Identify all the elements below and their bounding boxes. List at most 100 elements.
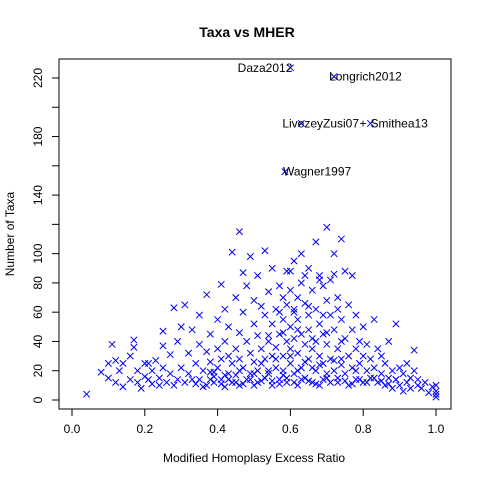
- data-point: [301, 299, 309, 307]
- data-point: [399, 387, 407, 395]
- data-point: [170, 381, 178, 389]
- data-point: [272, 305, 280, 313]
- data-point: [243, 282, 251, 290]
- data-point: [341, 377, 349, 385]
- data-point: [268, 352, 276, 360]
- data-point: [432, 393, 440, 401]
- data-point: [352, 311, 360, 319]
- data-point: [356, 375, 364, 384]
- data-point: [119, 383, 127, 391]
- data-point: [275, 380, 284, 388]
- data-point: [279, 352, 287, 360]
- data-point: [221, 383, 229, 391]
- data-point: [396, 364, 404, 372]
- data-point: [144, 359, 152, 367]
- data-point: [305, 311, 313, 319]
- data-point: [177, 323, 185, 331]
- data-point: [348, 326, 356, 334]
- data-point: [206, 375, 214, 384]
- data-point: [286, 323, 294, 331]
- data-point: [224, 323, 233, 331]
- data-point: [159, 342, 167, 350]
- data-point: [232, 345, 240, 353]
- data-point: [214, 315, 222, 324]
- data-point: [414, 381, 422, 389]
- data-point: [188, 326, 196, 334]
- data-point: [363, 367, 371, 375]
- data-point: [250, 370, 258, 378]
- data-point: [166, 370, 174, 378]
- data-point: [195, 340, 203, 348]
- data-point: [268, 320, 276, 328]
- data-point: [275, 330, 284, 338]
- data-point: [283, 267, 291, 275]
- data-point: [228, 359, 236, 367]
- data-point: [305, 302, 313, 310]
- data-point: [126, 352, 134, 360]
- data-point: [330, 72, 338, 81]
- data-point: [363, 340, 371, 348]
- data-point: [232, 378, 240, 386]
- data-point: [232, 371, 240, 379]
- data-point: [305, 264, 313, 272]
- data-point: [192, 380, 200, 388]
- data-point: [246, 375, 254, 384]
- data-point: [366, 119, 375, 127]
- data-point: [206, 368, 214, 376]
- data-point: [348, 272, 356, 280]
- data-point: [163, 378, 171, 386]
- data-point: [432, 381, 440, 389]
- y-tick-label: 220: [31, 68, 45, 88]
- data-point: [97, 368, 105, 376]
- data-point: [341, 370, 349, 378]
- data-point: [283, 374, 291, 382]
- data-point: [297, 330, 305, 338]
- data-point: [148, 380, 156, 388]
- data-point: [290, 257, 298, 265]
- data-point: [275, 282, 284, 290]
- data-point: [290, 378, 298, 386]
- data-point: [104, 374, 112, 382]
- y-axis: 0 20 40 60 80 100 140 180 220: [31, 68, 60, 403]
- data-point: [254, 378, 262, 386]
- data-point: [406, 374, 415, 382]
- data-point: [148, 367, 156, 375]
- data-point: [243, 337, 251, 346]
- data-point: [352, 375, 360, 384]
- data-points: [83, 64, 440, 401]
- data-point: [261, 247, 269, 255]
- point-annotation: Daza2012: [238, 61, 293, 75]
- data-point: [406, 384, 415, 392]
- data-point: [235, 329, 243, 337]
- data-point: [235, 228, 243, 236]
- data-point: [337, 361, 345, 369]
- data-point: [403, 378, 411, 386]
- data-point: [224, 370, 233, 378]
- data-point: [374, 378, 382, 386]
- data-point: [326, 378, 334, 386]
- data-point: [319, 359, 327, 367]
- data-point: [308, 378, 316, 386]
- data-point: [141, 359, 149, 367]
- data-point: [315, 276, 324, 284]
- data-point: [326, 355, 334, 363]
- data-point: [250, 381, 258, 389]
- data-point: [319, 330, 327, 338]
- data-point: [417, 384, 425, 392]
- y-tick-label: 60: [31, 305, 45, 319]
- data-point: [348, 380, 356, 388]
- data-point: [403, 359, 411, 367]
- data-point: [330, 356, 338, 365]
- data-point: [366, 355, 375, 363]
- data-point: [428, 383, 436, 391]
- data-point: [330, 367, 338, 375]
- data-point: [294, 381, 302, 389]
- data-point: [184, 349, 193, 357]
- data-point: [155, 381, 163, 389]
- data-point: [268, 264, 276, 272]
- data-point: [254, 332, 262, 340]
- data-point: [348, 364, 356, 372]
- data-point: [392, 320, 400, 328]
- data-point: [257, 302, 265, 310]
